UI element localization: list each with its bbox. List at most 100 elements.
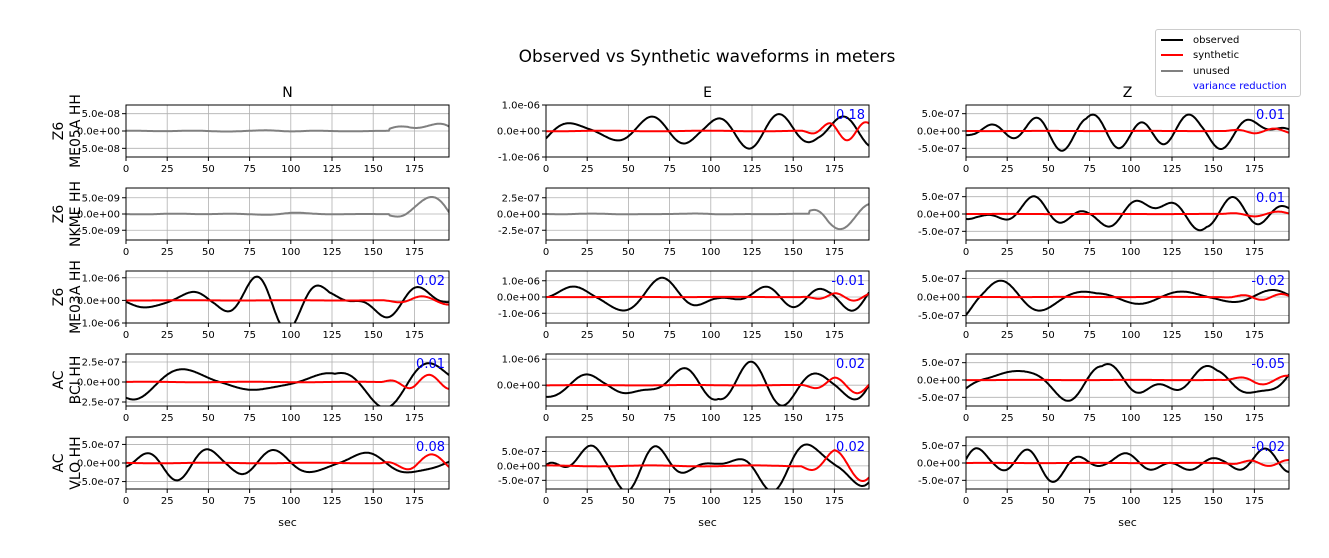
x-tick-label: 175 — [405, 330, 424, 341]
x-tick-label: 100 — [701, 164, 720, 175]
panel-frame — [545, 353, 870, 407]
x-tick-label: 0 — [963, 247, 969, 258]
y-tick-label: 0.0e+00 — [77, 127, 120, 138]
row-label-3: AC BCI HH — [51, 356, 84, 405]
column-header-e: E — [703, 85, 712, 101]
x-tick-label: 100 — [281, 330, 300, 341]
panel-r3-z: 0 25 50 75 100 125 150 175 5.0e-07 0.0e+00 -5.0e-0… — [917, 353, 1290, 424]
series-synthetic — [546, 376, 869, 395]
panel-frame — [125, 270, 450, 324]
series-observed — [966, 362, 1289, 402]
variance-reduction-label: 0.02 — [836, 357, 865, 372]
variance-reduction-label: -0.05 — [1251, 357, 1285, 372]
x-tick-label: 175 — [405, 247, 424, 258]
row-label-network: Z6 — [51, 205, 67, 224]
y-tick-label: 0.0e+00 — [917, 127, 960, 138]
y-tick-label: -5.0e-07 — [498, 476, 540, 487]
x-tick-label: 75 — [243, 330, 256, 341]
series-unused — [546, 203, 869, 231]
row-label-station: VLO HH — [68, 436, 84, 489]
panel-r3-n: 0 25 50 75 100 125 150 175 2.5e-07 0.0e+00 -2.5e-0… — [77, 353, 450, 424]
x-tick-label: 175 — [405, 413, 424, 424]
y-tick-label: 0.0e+00 — [917, 210, 960, 221]
x-tick-label: 100 — [701, 247, 720, 258]
x-tick-label: 25 — [161, 496, 174, 507]
panel-r1-e: 0 25 50 75 100 125 150 175 2.5e-07 0.0e+00 -2.5e-0… — [497, 187, 870, 258]
x-tick-label: 25 — [581, 413, 594, 424]
series-observed — [126, 362, 449, 406]
x-tick-label: 75 — [243, 496, 256, 507]
x-tick-label: 50 — [1042, 330, 1055, 341]
x-tick-label: 0 — [123, 413, 129, 424]
row-label-network: AC — [51, 370, 67, 389]
series-synthetic — [546, 121, 869, 142]
series-synthetic — [966, 374, 1289, 386]
x-tick-label: 50 — [622, 164, 635, 175]
row-label-station: ME05A HH — [68, 94, 84, 168]
x-tick-label: 50 — [202, 413, 215, 424]
x-tick-label: 50 — [1042, 247, 1055, 258]
x-tick-label: 100 — [281, 496, 300, 507]
x-tick-label: 75 — [1083, 164, 1096, 175]
x-tick-label: 150 — [1204, 413, 1223, 424]
x-tick-label: 50 — [1042, 164, 1055, 175]
x-tick-label: 175 — [405, 496, 424, 507]
row-label-network: Z6 — [51, 288, 67, 307]
y-tick-label: 5.0e-07 — [922, 192, 960, 203]
panel-r2-e: 0 25 50 75 100 125 150 175 1.0e-06 0.0e+00 -1.0e-0… — [497, 270, 870, 341]
y-tick-label: 5.0e-07 — [502, 447, 540, 458]
x-tick-label: 100 — [281, 164, 300, 175]
y-tick-label: 0.0e+00 — [497, 127, 540, 138]
series-observed — [126, 448, 449, 482]
series-observed — [546, 443, 869, 489]
x-tick-label: 25 — [581, 330, 594, 341]
panel-frame — [125, 353, 450, 407]
y-tick-label: -5.0e-07 — [918, 393, 960, 404]
series-synthetic — [966, 459, 1289, 467]
x-tick-label: 125 — [322, 496, 341, 507]
x-tick-label: 100 — [1121, 413, 1140, 424]
x-tick-label: 175 — [825, 330, 844, 341]
series-synthetic — [126, 373, 449, 390]
y-tick-label: -1.0e-06 — [498, 309, 540, 320]
x-tick-label: 175 — [825, 496, 844, 507]
x-tick-label: 100 — [1121, 330, 1140, 341]
x-tick-label: 150 — [784, 496, 803, 507]
y-tick-label: 0.0e+00 — [77, 296, 120, 307]
x-tick-label: 50 — [622, 247, 635, 258]
legend-item-unused: unused — [1161, 64, 1230, 78]
legend-item-observed: observed — [1161, 33, 1239, 47]
y-tick-label: 0.0e+00 — [77, 459, 120, 470]
series-synthetic — [546, 292, 869, 302]
variance-reduction-label: 0.01 — [1256, 108, 1285, 123]
y-tick-label: 5.0e-08 — [82, 109, 120, 120]
x-tick-label: 125 — [322, 164, 341, 175]
x-tick-label: 175 — [1245, 413, 1264, 424]
x-tick-label: 150 — [1204, 496, 1223, 507]
x-tick-label: 50 — [202, 164, 215, 175]
x-tick-label: 125 — [742, 247, 761, 258]
series-synthetic — [966, 210, 1289, 218]
x-tick-label: 125 — [742, 330, 761, 341]
x-tick-label: 0 — [963, 413, 969, 424]
x-axis-label: sec — [278, 516, 297, 529]
y-tick-label: -5.0e-08 — [78, 144, 120, 155]
series-unused — [126, 196, 449, 218]
x-tick-label: 0 — [123, 330, 129, 341]
panel-r1-z: 0 25 50 75 100 125 150 175 5.0e-07 0.0e+00 -5.0e-0… — [917, 187, 1290, 258]
x-tick-label: 125 — [322, 247, 341, 258]
x-tick-label: 0 — [963, 496, 969, 507]
row-label-station: NKME HH — [68, 181, 84, 247]
panel-frame — [545, 436, 870, 490]
y-tick-label: -5.0e-07 — [78, 477, 120, 488]
x-tick-label: 150 — [784, 413, 803, 424]
variance-reduction-label: 0.02 — [416, 274, 445, 289]
y-tick-label: 0.0e+00 — [917, 376, 960, 387]
x-tick-label: 150 — [364, 164, 383, 175]
row-label-0: Z6 ME05A HH — [51, 94, 84, 168]
y-tick-label: 5.0e-07 — [922, 358, 960, 369]
column-header-n: N — [282, 85, 292, 101]
series-observed — [126, 275, 449, 323]
x-tick-label: 125 — [322, 413, 341, 424]
y-tick-label: 0.0e+00 — [497, 381, 540, 392]
